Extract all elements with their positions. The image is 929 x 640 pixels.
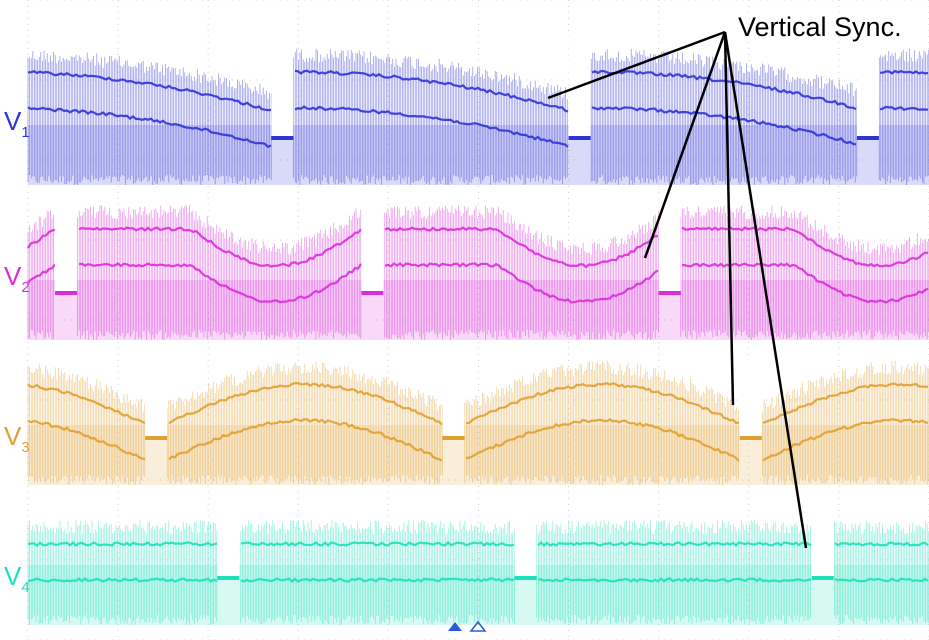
cursor-marker-icon [469,620,487,632]
annotation-pointer [643,31,727,259]
series-v2 [27,196,929,340]
sync-gap [658,196,681,291]
channel-label-v2: V2 [4,261,30,296]
series-envelope [27,577,929,583]
trigger-marker-icon [448,622,462,631]
series-envelope [28,69,929,113]
sync-gap [856,36,879,136]
series-v1 [27,36,929,185]
sync-gap [811,491,834,576]
channel-label-v3: V3 [4,421,30,456]
series-envelope [27,226,929,269]
sync-gap [55,196,78,291]
series-envelope [27,262,929,304]
annotation-pointer [723,31,735,406]
annotation-pointer [547,30,726,100]
annotation-pointer [723,31,808,549]
annotation-text: Vertical Sync. [738,12,902,42]
footer-markers [448,620,487,632]
channel-label-v4: V4 [4,561,30,596]
traces [27,36,929,625]
series-v3 [27,358,929,485]
series-v4 [27,491,929,625]
sync-gap [514,491,537,576]
sync-gap [217,491,240,576]
series-band [28,125,929,185]
series-band [28,565,929,625]
series-envelope [27,541,929,547]
series-envelope [27,381,929,426]
series-envelope [27,417,929,462]
channel-label-v1: V1 [4,106,30,141]
sync-gap [361,196,384,291]
series-envelope [27,105,929,149]
series-trace [27,520,929,625]
sync-gap [271,36,294,136]
sync-gap [442,358,465,436]
series-trace [27,48,929,185]
sync-gap [145,358,168,436]
series-band [28,280,929,340]
channel-labels: V1 V2 V3 V4 [4,106,30,596]
sync-gap [739,358,762,436]
annotation: Vertical Sync. [547,12,902,549]
